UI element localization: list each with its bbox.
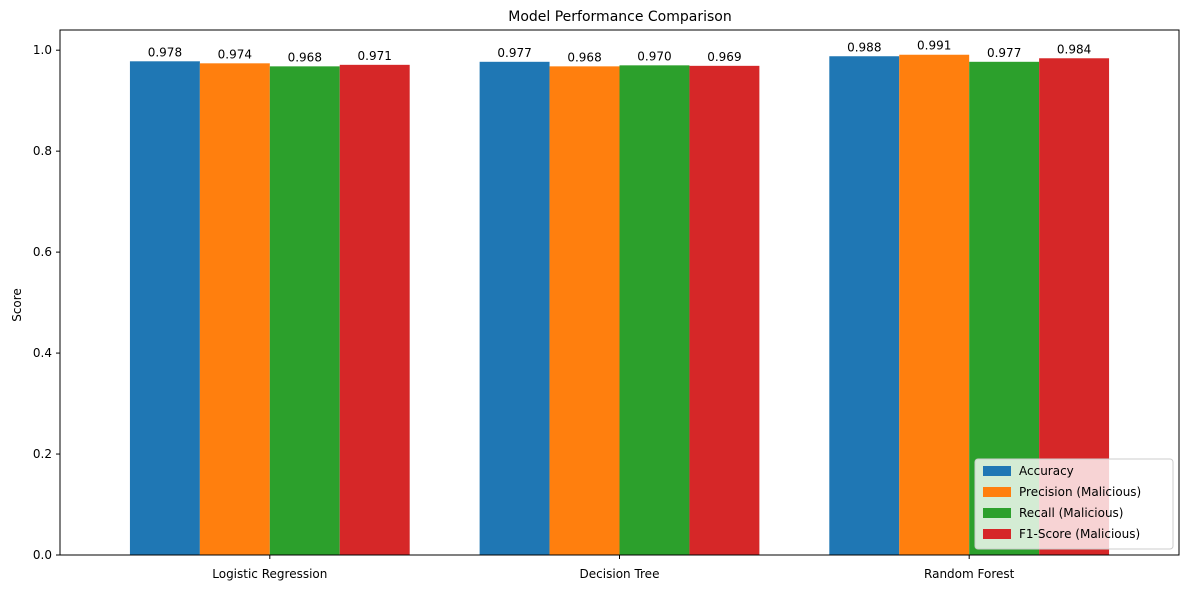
- bar-accuracy-random-forest: [829, 56, 900, 555]
- data-label: 0.974: [218, 47, 252, 61]
- y-tick-label: 1.0: [33, 43, 52, 57]
- bar-accuracy-logistic-regression: [129, 61, 200, 556]
- data-label: 0.977: [497, 46, 531, 60]
- y-axis-label: Score: [10, 288, 24, 322]
- x-tick-label: Random Forest: [924, 567, 1015, 581]
- data-label: 0.970: [637, 49, 671, 63]
- y-tick-label: 0.8: [33, 144, 52, 158]
- chart-title: Model Performance Comparison: [508, 9, 731, 25]
- legend-swatch: [983, 487, 1011, 497]
- data-label: 0.988: [847, 40, 881, 54]
- bar-precision-malicious-logistic-regression: [199, 63, 270, 555]
- data-label: 0.977: [987, 46, 1021, 60]
- y-tick-label: 0.0: [33, 548, 52, 562]
- legend-swatch: [983, 466, 1011, 476]
- bars-layer: 0.978 0.977 0.988 0.974 0.968 0.991 0.968 0.970…: [129, 39, 1110, 556]
- data-label: 0.991: [917, 39, 951, 53]
- legend-label: Recall (Malicious): [1019, 506, 1123, 520]
- bar-precision-malicious-decision-tree: [549, 66, 620, 555]
- data-label: 0.968: [288, 50, 322, 64]
- x-tick-label: Logistic Regression: [212, 567, 327, 581]
- bar-f1-score-malicious-decision-tree: [689, 65, 760, 555]
- data-label: 0.969: [707, 50, 741, 64]
- data-label: 0.968: [567, 50, 601, 64]
- legend-label: Accuracy: [1019, 464, 1074, 478]
- y-tick-label: 0.6: [33, 245, 52, 259]
- legend-swatch: [983, 529, 1011, 539]
- data-label: 0.971: [358, 49, 392, 63]
- bar-recall-malicious-decision-tree: [619, 65, 690, 555]
- bar-accuracy-decision-tree: [479, 61, 550, 556]
- y-tick-label: 0.2: [33, 447, 52, 461]
- bar-precision-malicious-random-forest: [899, 54, 970, 556]
- x-tick-label: Decision Tree: [580, 567, 660, 581]
- legend-label: Precision (Malicious): [1019, 485, 1141, 499]
- legend-label: F1-Score (Malicious): [1019, 527, 1140, 541]
- bar-recall-malicious-logistic-regression: [269, 66, 340, 555]
- legend: Accuracy Precision (Malicious) Recall (Mal…: [974, 458, 1174, 550]
- axes-layer: 0.0 0.2 0.4 0.6 0.8 1.0 Logistic Regression Dec…: [33, 29, 1180, 581]
- legend-box: [974, 458, 1174, 550]
- bar-f1-score-malicious-logistic-regression: [339, 64, 410, 555]
- data-label: 0.978: [148, 45, 182, 59]
- y-tick-label: 0.4: [33, 346, 52, 360]
- data-label: 0.984: [1057, 42, 1091, 56]
- legend-swatch: [983, 508, 1011, 518]
